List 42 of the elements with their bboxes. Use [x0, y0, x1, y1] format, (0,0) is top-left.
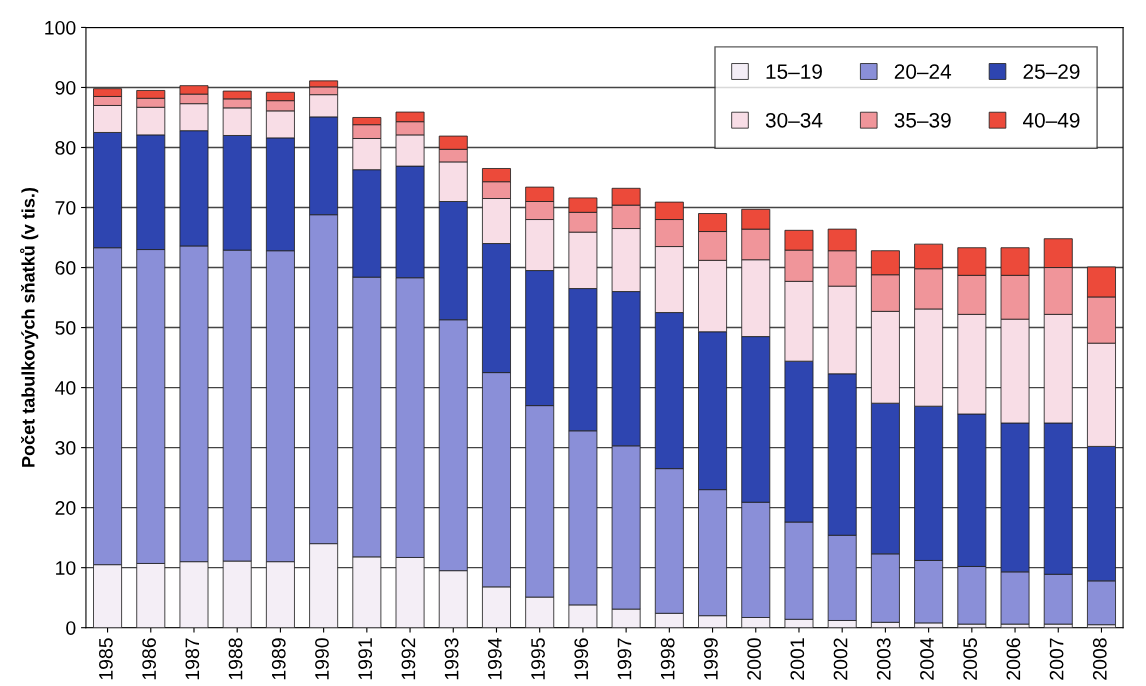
- x-tick-label: 1999: [704, 638, 718, 680]
- x-tick-label: 1998: [660, 638, 675, 680]
- y-tick-label: 10: [56, 561, 76, 575]
- x-tick-label: 1996: [574, 638, 589, 680]
- x-tick-label: 2003: [876, 638, 891, 680]
- legend-label: 30–34: [765, 112, 823, 128]
- y-tick-label: 50: [55, 321, 76, 335]
- y-tick-label: 0: [66, 621, 76, 635]
- x-tick-label: 2005: [963, 638, 978, 680]
- x-tick-label: 1985: [99, 638, 113, 680]
- legend-label: 25–29: [1023, 64, 1080, 79]
- legend-label: 40–49: [1022, 112, 1080, 128]
- x-tick-label: 2004: [920, 637, 934, 680]
- x-tick-label: 2001: [790, 638, 805, 680]
- x-tick-label: 1992: [401, 638, 416, 680]
- y-tick-label: 60: [55, 261, 76, 275]
- x-tick-label: 2008: [1092, 638, 1107, 680]
- x-tick-label: 1989: [271, 638, 286, 680]
- legend-label: 15–19: [766, 64, 822, 79]
- legend-label: 35–39: [894, 112, 951, 128]
- x-tick-label: 1993: [444, 638, 459, 680]
- y-tick-label: 20: [55, 501, 76, 515]
- y-axis-title: Počet tabulkových sňatků (v tis.): [19, 187, 39, 467]
- x-tick-label: 1990: [315, 638, 329, 680]
- y-tick-label: 30: [55, 441, 76, 455]
- y-tick-label: 80: [55, 140, 76, 155]
- x-tick-label: 2002: [833, 638, 848, 680]
- x-tick-label: 2006: [1006, 638, 1021, 680]
- legend-label: 20–24: [894, 64, 952, 79]
- x-tick-label: 1995: [531, 638, 545, 680]
- x-tick-label: 2000: [747, 638, 761, 680]
- x-tick-label: 1986: [142, 638, 156, 680]
- y-tick-label: 70: [55, 200, 76, 215]
- x-tick-label: 2007: [1049, 638, 1064, 680]
- y-tick-label: 90: [55, 80, 76, 95]
- x-tick-label: 1994: [487, 637, 502, 680]
- x-tick-label: 1997: [617, 638, 632, 680]
- x-tick-label: 1988: [228, 638, 243, 680]
- y-tick-label: 40: [55, 381, 76, 395]
- y-tick-label: 100: [45, 20, 76, 35]
- x-tick-label: 1991: [358, 638, 373, 680]
- x-tick-label: 1987: [185, 638, 200, 680]
